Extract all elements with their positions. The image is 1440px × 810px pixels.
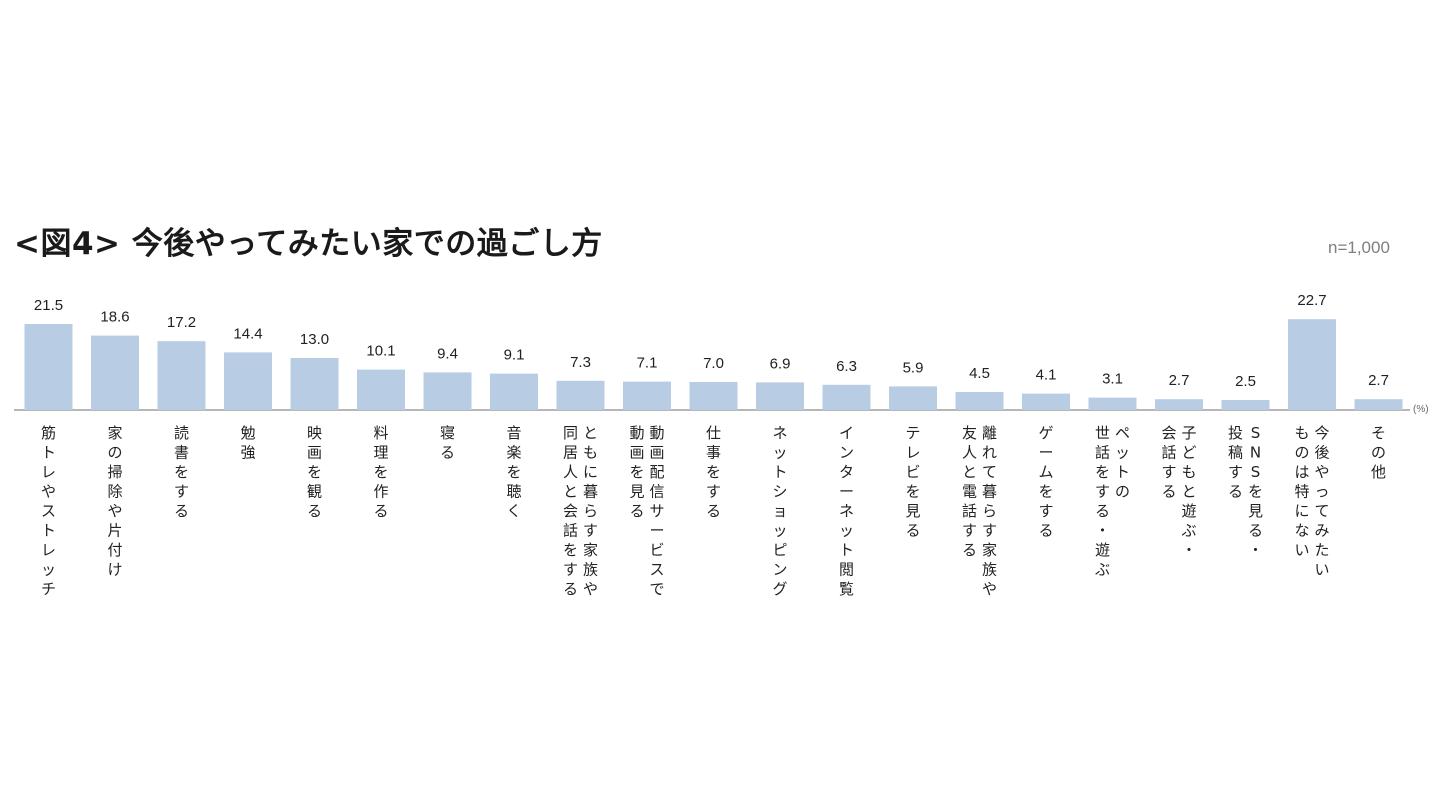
- bar-1: [24, 324, 73, 410]
- data-label-16: 4.1: [1036, 367, 1057, 384]
- data-label-15: 4.5: [969, 365, 990, 382]
- category-label-20-line-1: 今後やってみたい: [1314, 424, 1329, 579]
- bar-10: [623, 381, 671, 410]
- category-label-17-line-1: ペットの: [1115, 424, 1130, 501]
- category-label-19-line-1: S N S を見る・: [1248, 424, 1263, 559]
- bar-12: [756, 382, 804, 410]
- bar-7: [423, 372, 472, 410]
- bar-6: [357, 369, 405, 410]
- category-label-3: 読書をする: [174, 424, 189, 520]
- category-label-18-line-2: 会話する: [1161, 424, 1176, 501]
- data-label-9: 7.3: [570, 354, 591, 371]
- bar-14: [889, 386, 937, 410]
- data-label-3: 17.2: [167, 314, 196, 331]
- category-label-12: ネットショッピング: [772, 424, 787, 598]
- category-label-9-line-2: 同居人と会話をする: [563, 424, 578, 598]
- bar-11: [689, 382, 738, 410]
- category-label-2: 家の掃除や片付け: [107, 424, 122, 579]
- sample-size-note: n=1,000: [1328, 238, 1390, 257]
- data-label-14: 5.9: [903, 359, 924, 376]
- data-label-10: 7.1: [637, 355, 658, 372]
- bar-2: [91, 335, 139, 410]
- category-label-10-line-2: 動画を見る: [629, 424, 644, 520]
- data-label-12: 6.9: [770, 355, 791, 372]
- category-label-17-line-2: 世話をする・遊ぶ: [1095, 424, 1110, 579]
- data-label-7: 9.4: [437, 345, 458, 362]
- bar-8: [490, 373, 538, 410]
- data-label-1: 21.5: [34, 297, 63, 314]
- data-label-20: 22.7: [1297, 292, 1326, 309]
- bar-4: [224, 352, 272, 410]
- bar-19: [1221, 400, 1270, 410]
- category-label-14: テレビを見る: [905, 424, 920, 540]
- data-label-8: 9.1: [504, 347, 525, 364]
- bar-21: [1354, 399, 1403, 410]
- category-label-15-line-1: 離れて暮らす家族や: [982, 424, 997, 598]
- data-label-6: 10.1: [366, 343, 395, 360]
- data-label-19: 2.5: [1235, 373, 1256, 390]
- data-label-18: 2.7: [1169, 372, 1190, 389]
- bar-3: [157, 341, 206, 410]
- data-label-13: 6.3: [836, 358, 857, 375]
- category-label-8: 音楽を聴く: [506, 424, 521, 520]
- category-label-18-line-1: 子どもと遊ぶ・: [1181, 424, 1196, 559]
- data-label-2: 18.6: [100, 309, 129, 326]
- category-label-20-line-2: ものは特にない: [1294, 424, 1309, 559]
- category-label-13: インターネット閲覧: [839, 424, 854, 598]
- category-label-10-line-1: 動画配信サービスで: [649, 424, 664, 598]
- category-label-11: 仕事をする: [706, 424, 721, 520]
- category-label-9-line-1: ともに暮らす家族や: [583, 424, 598, 598]
- bar-20: [1288, 319, 1336, 410]
- category-label-16: ゲームをする: [1038, 424, 1053, 540]
- bar-18: [1155, 399, 1203, 410]
- bar-13: [822, 384, 871, 410]
- bar-9: [556, 380, 605, 410]
- data-label-4: 14.4: [233, 325, 262, 342]
- chart-title: <図4> 今後やってみたい家での過ごし方: [14, 226, 603, 262]
- data-label-11: 7.0: [703, 355, 724, 372]
- category-label-15-line-2: 友人と電話する: [962, 424, 977, 559]
- data-label-5: 13.0: [300, 331, 329, 348]
- data-label-17: 3.1: [1102, 371, 1123, 388]
- bar-17: [1088, 397, 1137, 410]
- data-label-21: 2.7: [1368, 372, 1389, 389]
- bar-5: [290, 358, 339, 410]
- category-label-21: その他: [1371, 424, 1386, 481]
- category-label-5: 映画を観る: [307, 424, 322, 520]
- category-label-4: 勉強: [240, 424, 255, 462]
- category-label-6: 料理を作る: [373, 424, 388, 520]
- category-label-7: 寝る: [440, 424, 455, 462]
- category-label-1: 筋トレやストレッチ: [41, 424, 56, 598]
- category-label-19-line-2: 投稿する: [1228, 424, 1243, 501]
- unit-label: (%): [1413, 404, 1429, 415]
- bar-16: [1022, 393, 1070, 410]
- bar-15: [955, 392, 1004, 410]
